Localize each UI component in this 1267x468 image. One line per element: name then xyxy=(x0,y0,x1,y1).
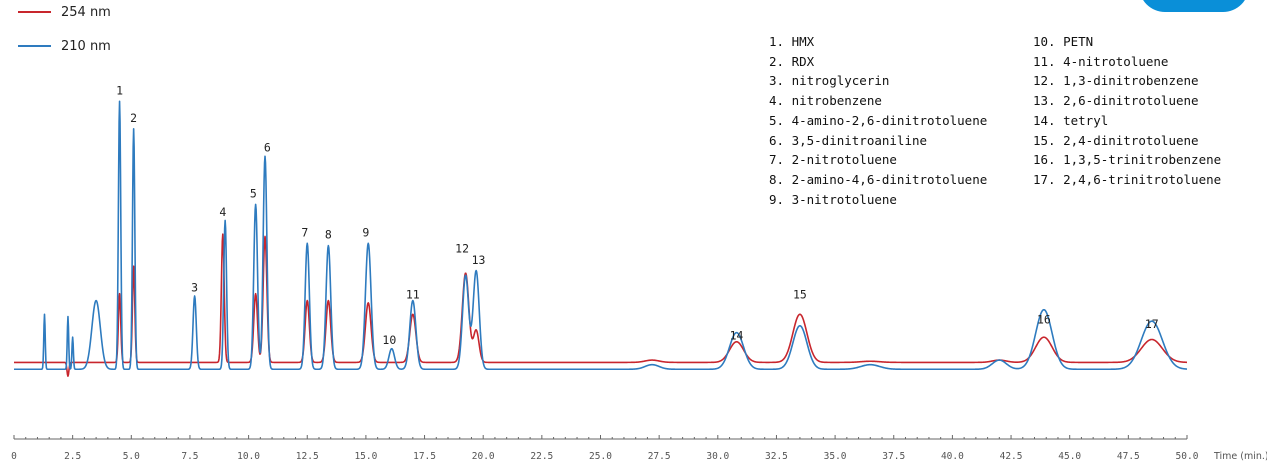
x-tick-label: 37.5 xyxy=(882,451,905,462)
x-tick-label: 12.5 xyxy=(296,451,319,462)
peak-key-item: 17. 2,4,6-trinitrotoluene xyxy=(1033,171,1222,187)
chart-legend: 254 nm 210 nm xyxy=(18,0,218,60)
peak-key-item: 4. nitrobenzene xyxy=(769,93,882,109)
peak-key-item: 12. 1,3-dinitrobenzene xyxy=(1033,73,1199,89)
peak-label: 7 xyxy=(301,225,308,239)
peak-label: 14 xyxy=(730,328,744,342)
peak-label: 8 xyxy=(325,228,332,242)
x-tick-label: 15.0 xyxy=(354,451,377,462)
x-axis-label: Time (min.) xyxy=(1213,451,1267,462)
x-tick-label: 7.5 xyxy=(181,451,198,462)
legend-label-210nm: 210 nm xyxy=(61,38,111,54)
legend-item-254nm: 254 nm xyxy=(18,2,111,22)
x-tick-label: 2.5 xyxy=(64,451,81,462)
x-tick-label: 45.0 xyxy=(1058,451,1081,462)
x-tick-label: 32.5 xyxy=(765,451,788,462)
x-tick-label: 47.5 xyxy=(1117,451,1140,462)
peak-key-item: 14. tetryl xyxy=(1033,112,1109,128)
legend-label-254nm: 254 nm xyxy=(61,4,111,20)
peak-label: 11 xyxy=(406,287,420,301)
peak-key-item: 5. 4-amino-2,6-dinitrotoluene xyxy=(769,112,988,128)
legend-swatch-254nm xyxy=(18,11,51,13)
peak-key-item: 9. 3-nitrotoluene xyxy=(769,191,897,207)
x-tick-label: 40.0 xyxy=(941,451,964,462)
x-tick-label: 20.0 xyxy=(472,451,495,462)
x-tick-label: 30.0 xyxy=(706,451,729,462)
peak-label: 16 xyxy=(1037,312,1051,326)
x-tick-label: 22.5 xyxy=(530,451,553,462)
x-tick-label: 27.5 xyxy=(648,451,671,462)
peak-key-item: 15. 2,4-dinitrotoluene xyxy=(1033,132,1199,148)
peak-label: 9 xyxy=(362,225,369,239)
peak-label: 12 xyxy=(455,241,469,255)
x-tick-label: 25.0 xyxy=(589,451,612,462)
x-tick-label: 10.0 xyxy=(237,451,260,462)
peak-label: 10 xyxy=(382,333,396,347)
peak-key-item: 8. 2-amino-4,6-dinitrotoluene xyxy=(769,171,988,187)
peak-key-item: 6. 3,5-dinitroaniline xyxy=(769,132,928,148)
x-tick-label: 5.0 xyxy=(123,451,140,462)
series-line-254nm xyxy=(13,233,1188,377)
legend-item-210nm: 210 nm xyxy=(18,36,111,56)
corner-badge-decoration xyxy=(1139,0,1249,12)
peak-key-item: 13. 2,6-dinitrotoluene xyxy=(1033,93,1199,109)
peak-key-item: 10. PETN xyxy=(1033,34,1094,49)
peak-label: 2 xyxy=(130,111,137,125)
peak-label: 17 xyxy=(1145,317,1159,331)
peak-key-item: 16. 1,3,5-trinitrobenzene xyxy=(1033,152,1222,168)
peak-label: 4 xyxy=(219,205,226,219)
peak-label: 6 xyxy=(264,141,271,155)
peak-label: 3 xyxy=(191,280,198,294)
peak-label: 13 xyxy=(472,253,486,267)
legend-swatch-210nm xyxy=(18,45,51,47)
peak-label: 1 xyxy=(116,83,123,97)
peak-key-item: 11. 4-nitrotoluene xyxy=(1033,53,1169,69)
peak-key-column-1: 1. HMX 2. RDX 3. nitroglycerin 4. nitrob… xyxy=(769,32,987,209)
peak-key-column-2: 10. PETN 11. 4-nitrotoluene 12. 1,3-dini… xyxy=(1033,32,1221,190)
peak-label: 15 xyxy=(793,287,807,301)
peak-key-item: 2. RDX xyxy=(769,53,815,69)
peak-key-item: 7. 2-nitrotoluene xyxy=(769,152,897,168)
peak-label: 5 xyxy=(250,187,257,201)
peak-key-item: 1. HMX xyxy=(769,34,815,49)
peak-key-item: 3. nitroglycerin xyxy=(769,73,890,89)
x-tick-label: 35.0 xyxy=(824,451,847,462)
x-tick-label: 17.5 xyxy=(413,451,436,462)
x-tick-label: 50.0 xyxy=(1176,451,1199,462)
series-line-210nm xyxy=(13,100,1188,371)
x-tick-label: 42.5 xyxy=(1000,451,1023,462)
x-tick-label: 0 xyxy=(11,451,17,462)
